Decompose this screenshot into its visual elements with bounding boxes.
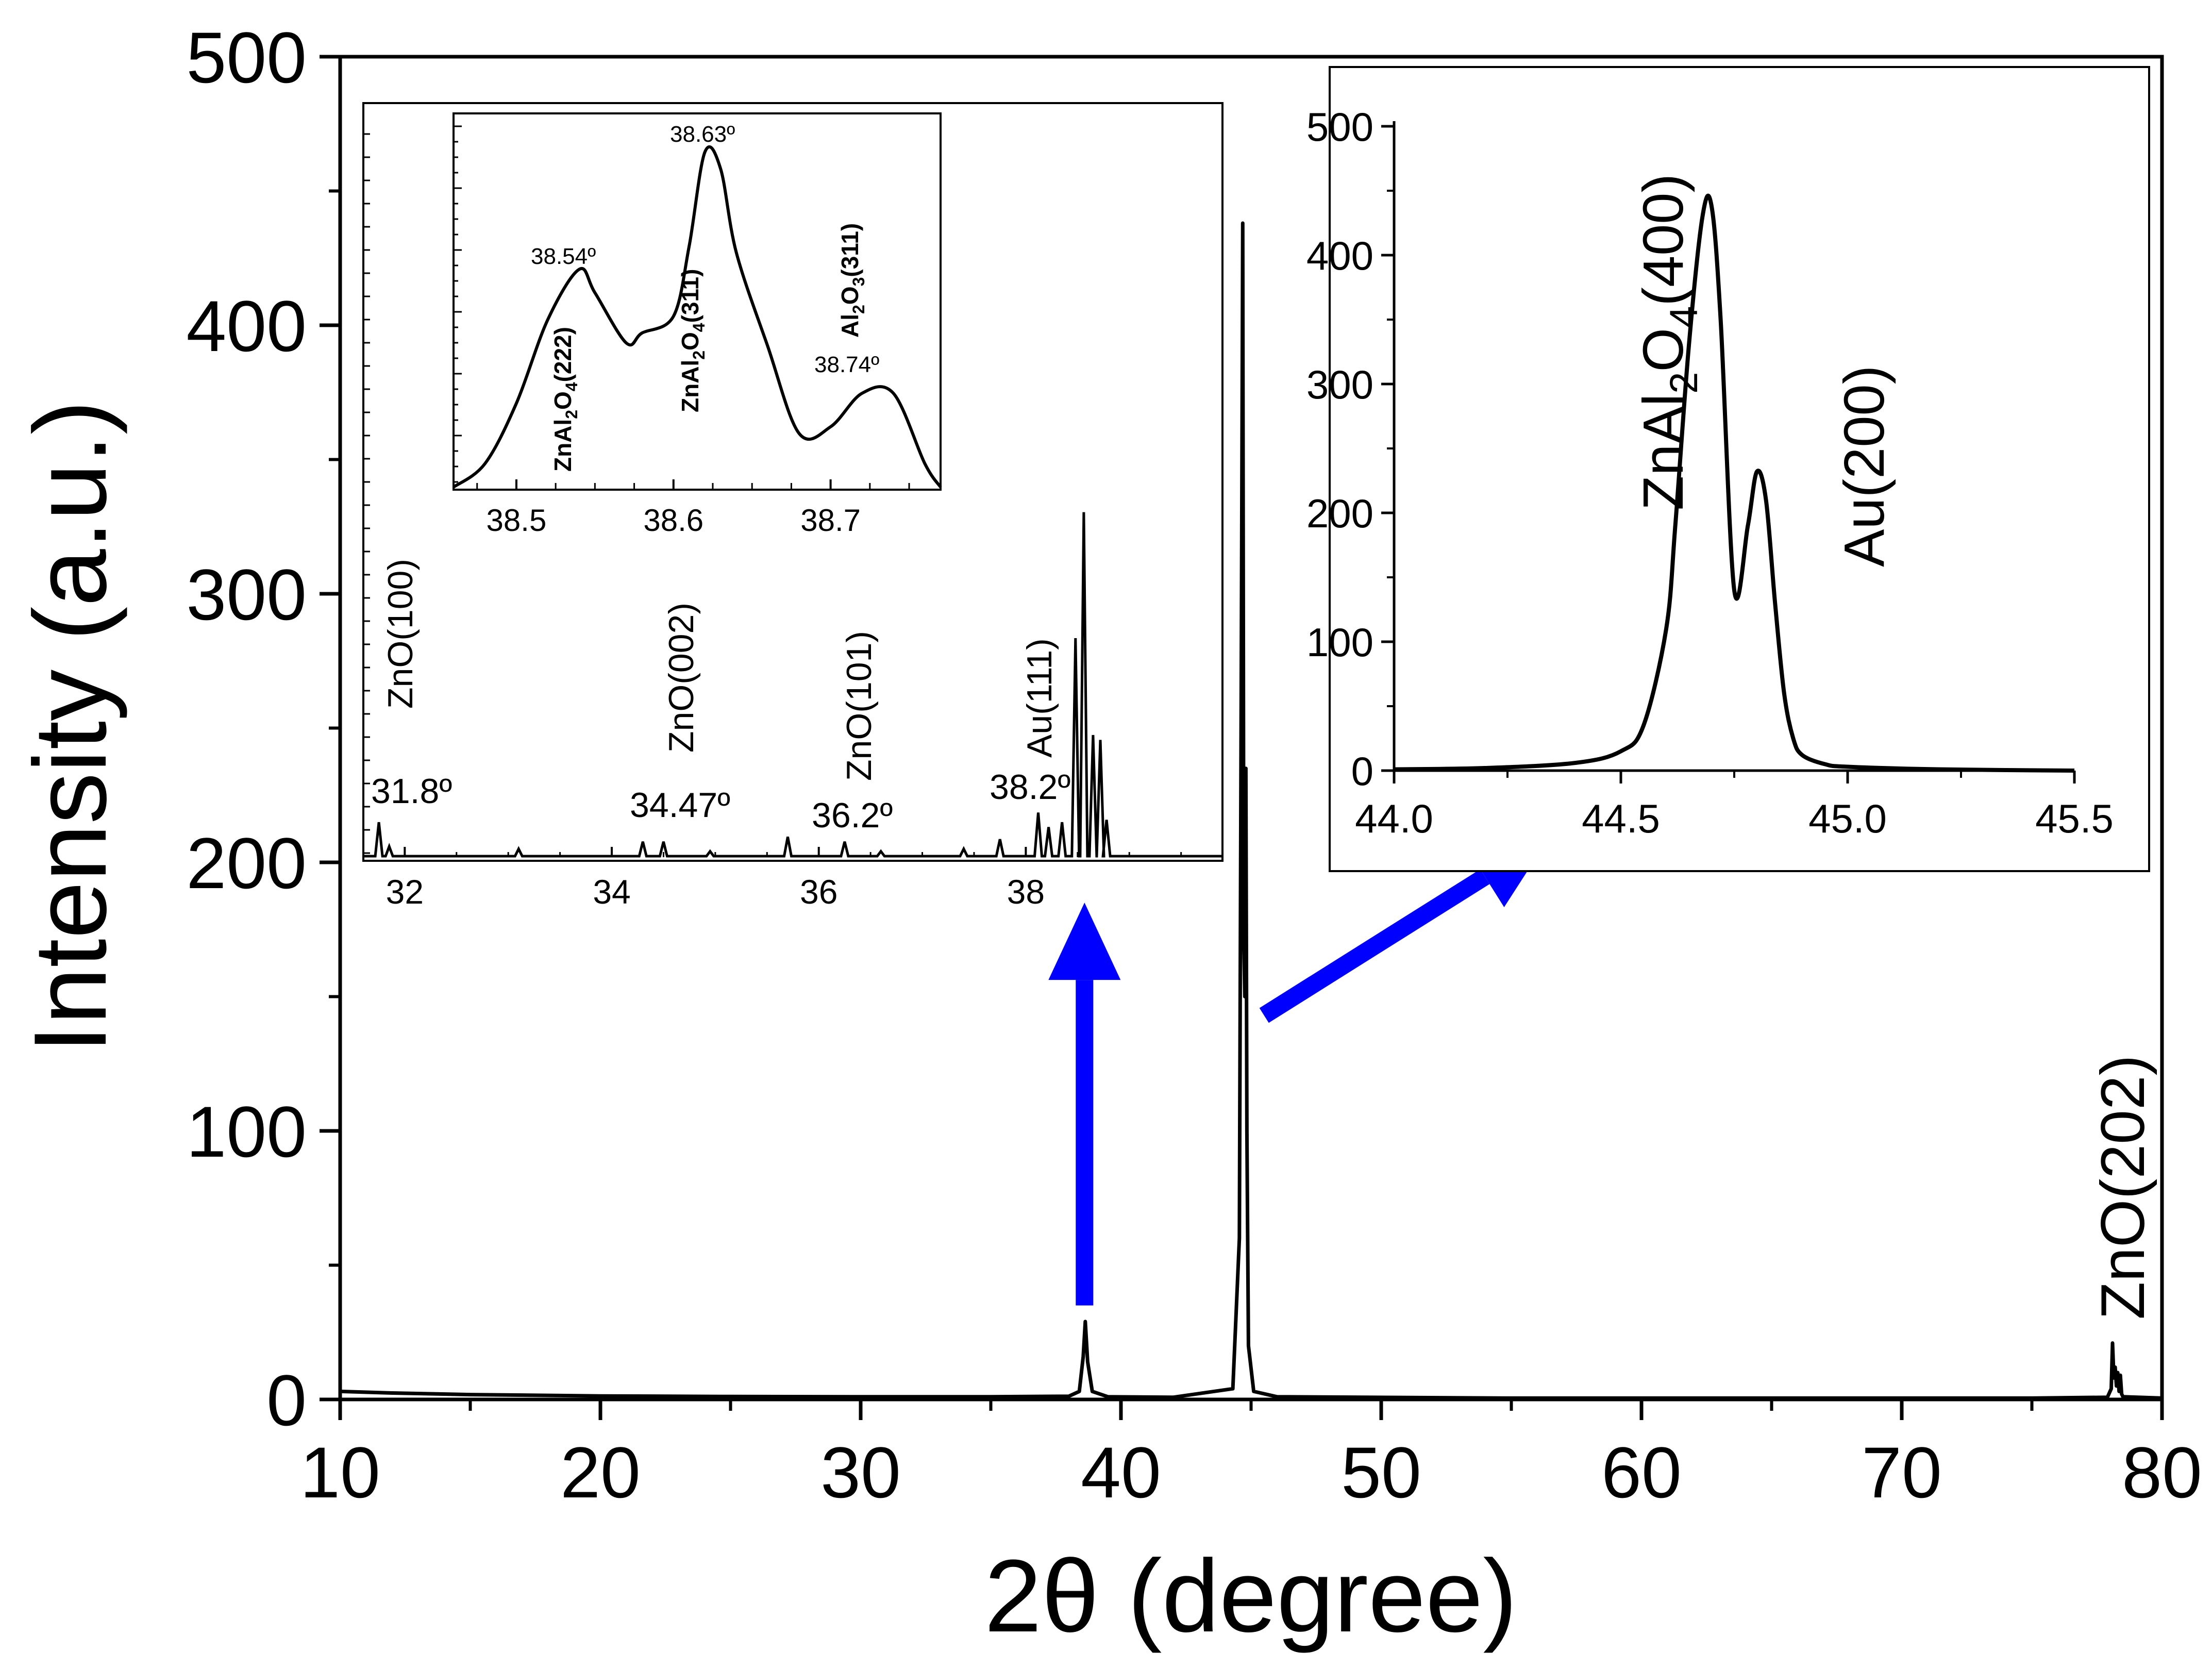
inset-zoom-pattern-line: [453, 145, 942, 489]
inset-zoom-x-tick-label: 38.5: [487, 503, 547, 538]
x-tick-label: 60: [1601, 1432, 1682, 1513]
y-tick-label: 100: [186, 1091, 307, 1172]
inset-zoom-x-tick-label: 38.7: [800, 503, 861, 538]
inset-right-x-tick-label: 44.0: [1355, 796, 1433, 841]
y-tick-label: 0: [266, 1360, 307, 1441]
peak-label-38-2: 38.2º: [990, 768, 1070, 807]
arrow-head: [1048, 903, 1121, 980]
peak-label-34-47: 34.47º: [630, 786, 730, 825]
zoom-label-znal2o4-311: ZnAl2O4(311): [677, 269, 708, 412]
inset-zoom-y-ticks: [454, 125, 462, 483]
phase-label-zno-002: ZnO(002): [662, 603, 701, 753]
y-tick-label: 300: [186, 554, 307, 635]
arrow-shaft: [1259, 869, 1490, 1023]
inset-right-x-tick-label: 45.5: [2035, 796, 2114, 841]
zoom-peak-label-38-74: 38.74º: [814, 352, 879, 377]
inset-right-plot: 0 100 200 300 400 500 44.0 44.5 45.0 45.5 ZnAl2O4…: [1306, 66, 2150, 872]
y-tick-label: 500: [186, 17, 307, 98]
x-tick-label: 30: [820, 1432, 901, 1513]
phase-label-zno-101: ZnO(101): [840, 631, 879, 781]
inset-full-pattern-line: [363, 512, 1222, 858]
inset-right-pattern-line: [1394, 193, 2075, 773]
y-tick-label: 400: [186, 286, 307, 366]
inset-right-y-tick-label: 0: [1351, 748, 1373, 794]
inset-right-y-tick-label: 400: [1306, 233, 1373, 278]
main-x-axis-title: 2θ (degree): [984, 1539, 1517, 1654]
zoom-label-znal2o4-222: ZnAl2O4(222): [549, 327, 581, 472]
inset-right-x-tick-label: 44.5: [1582, 796, 1660, 841]
main-y-axis-title: Intensity (a.u.): [13, 400, 128, 1053]
peak-label-31-8: 31.8º: [371, 772, 452, 811]
inset-right-x-tick-label: 45.0: [1808, 796, 1887, 841]
main-x-axis: 10 20 30 40 50 60 70 80: [300, 1399, 2202, 1513]
main-y-axis: 0 100 200 300 400 500: [186, 17, 340, 1441]
zoom-peak-label-38-54: 38.54º: [531, 244, 596, 269]
x-tick-label: 40: [1081, 1432, 1161, 1513]
inset-right-y-tick-label: 300: [1306, 362, 1373, 407]
x-tick-label: 80: [2122, 1432, 2202, 1513]
inset-full-x-axis: 32 34 36 38: [386, 847, 1182, 911]
inset-full-x-tick-label: 34: [593, 873, 630, 911]
inset-full-y-ticks: [363, 133, 370, 854]
inset-full-x-tick-label: 36: [800, 873, 837, 911]
peak-label-36-2: 36.2º: [812, 796, 893, 835]
inset-zoom-frame: [453, 112, 942, 491]
x-tick-label: 20: [560, 1432, 641, 1513]
phase-label-au-111: Au(111): [1020, 638, 1059, 758]
x-tick-label: 10: [300, 1432, 380, 1513]
phase-label-zno-100: ZnO(100): [381, 559, 420, 709]
inset-full-x-tick-label: 32: [386, 873, 424, 911]
inset-zoom-x-tick-label: 38.6: [643, 503, 703, 538]
inset-right-y-tick-label: 500: [1306, 104, 1373, 149]
inset-right-axes: 0 100 200 300 400 500 44.0 44.5 45.0 45.5: [1306, 104, 2114, 841]
inset-right-frame: [1329, 66, 2150, 872]
inset-full-x-tick-label: 38: [1007, 873, 1045, 911]
main-pattern-line: [340, 221, 2163, 1400]
label-au-200: Au(200): [1833, 365, 1896, 567]
zno-202-label: ZnO(202): [2088, 1055, 2157, 1320]
zoom-peak-label-38-63: 38.63º: [670, 122, 735, 147]
inset-right-y-tick-label: 100: [1306, 620, 1373, 665]
main-plot: 0 100 200 300 400 500 10 20 30 40 50 60 70 80 2θ (de…: [13, 17, 2202, 1654]
inset-zoom-peak: 38.5 38.6 38.7 38.54º 38.63º 38.74º ZnAl2O…: [453, 112, 942, 538]
y-tick-label: 200: [186, 823, 307, 904]
label-znal2o4-400: ZnAl2O4(400): [1632, 174, 1706, 510]
inset-right-y-tick-label: 200: [1306, 491, 1373, 536]
inset-zoom-x-axis: 38.5 38.6 38.7: [476, 479, 910, 538]
x-tick-label: 70: [1862, 1432, 1942, 1513]
x-tick-label: 50: [1341, 1432, 1421, 1513]
